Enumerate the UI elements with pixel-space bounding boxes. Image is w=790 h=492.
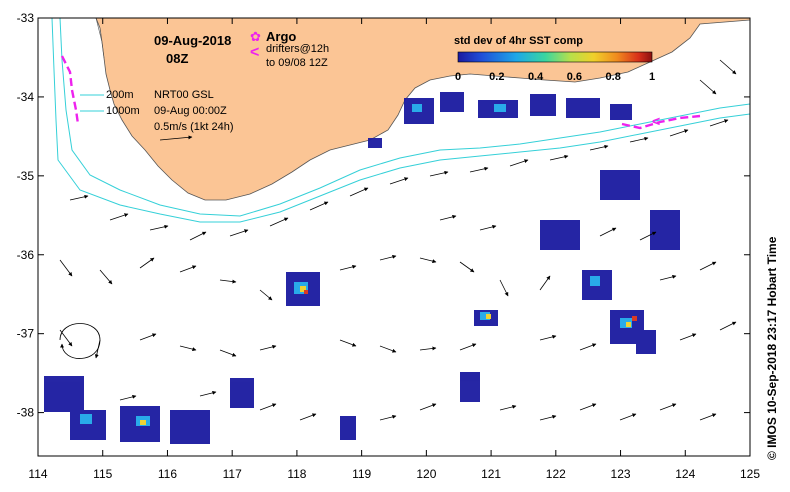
axis-tick-labels: 114 115 116 117 118 119 120 121 122 123 124 125 -33 -… (17, 11, 761, 481)
x-tick-label: 115 (93, 467, 112, 481)
x-tick-label: 119 (352, 467, 371, 481)
colorbar-tick-label: 0.4 (528, 71, 544, 83)
drifter-marker: < (652, 113, 660, 129)
argo-label: Argo (266, 29, 296, 44)
current-vectors (59, 59, 737, 421)
plot-frame (37, 17, 751, 457)
axis-ticks (37, 17, 751, 456)
y-tick-label: -34 (17, 90, 35, 104)
credit-strip: © IMOS 10-Sep-2018 23:17 Hobart Time (765, 236, 779, 460)
colorbar-tick-label: 0.2 (489, 71, 504, 83)
map-time: 08Z (166, 51, 188, 66)
isobath-200-label: 200m (106, 89, 134, 101)
drifter-icon: < (250, 44, 259, 61)
colorbar-tick-label: 1 (649, 71, 655, 83)
x-tick-label: 122 (546, 467, 566, 481)
argo-icon: ✿ (250, 29, 261, 44)
eddy-swirl (59, 323, 101, 359)
isobath-1000m (51, 18, 750, 223)
x-tick-label: 114 (28, 467, 47, 481)
y-tick-label: -35 (17, 169, 35, 183)
product-label: NRT00 GSL (154, 89, 214, 101)
x-tick-label: 116 (158, 467, 177, 481)
colorbar-tick-label: 0 (455, 71, 461, 83)
x-tick-label: 120 (416, 467, 436, 481)
drifters-to: to 09/08 12Z (266, 57, 328, 69)
sst-stddev-patches (44, 92, 680, 444)
scale-arrow (159, 135, 193, 141)
x-tick-label: 123 (611, 467, 631, 481)
y-tick-label: -38 (17, 406, 35, 420)
y-tick-label: -37 (17, 327, 35, 341)
drifters-label: drifters@12h (266, 43, 329, 55)
map-date: 09-Aug-2018 (154, 33, 231, 48)
colorbar-title: std dev of 4hr SST comp (454, 35, 583, 47)
colorbar (457, 51, 653, 63)
x-tick-label: 117 (223, 467, 242, 481)
australia-land (38, 18, 750, 201)
colorbar-ticks: 0 0.2 0.4 0.6 0.8 1 (455, 71, 655, 83)
scale-label: 0.5m/s (1kt 24h) (154, 121, 233, 133)
x-tick-label: 121 (481, 467, 501, 481)
y-tick-label: -33 (17, 11, 35, 25)
x-tick-label: 125 (740, 467, 760, 481)
credit-text: © IMOS 10-Sep-2018 23:17 Hobart Time (765, 236, 779, 460)
y-tick-label: -36 (17, 248, 35, 262)
colorbar-tick-label: 0.6 (567, 71, 582, 83)
drifter-tracks (60, 55, 701, 130)
x-tick-label: 118 (287, 467, 306, 481)
analysis-time: 09-Aug 00:00Z (154, 105, 227, 117)
colorbar-tick-label: 0.8 (606, 71, 621, 83)
isobath-1000-label: 1000m (106, 105, 140, 117)
x-tick-label: 124 (675, 467, 695, 481)
isobath-200m (59, 18, 750, 217)
